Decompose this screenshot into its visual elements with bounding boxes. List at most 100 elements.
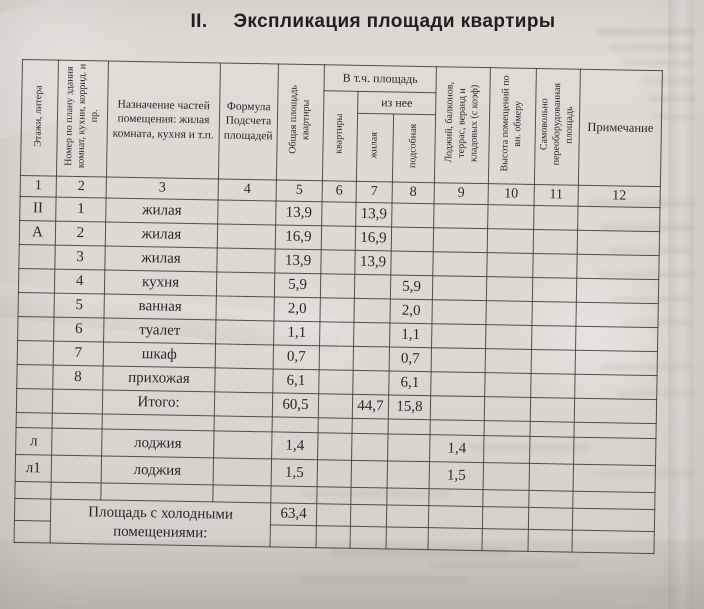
table-cell-empty bbox=[485, 348, 532, 374]
table-cell: 1,5 bbox=[429, 461, 484, 490]
table-cell: 4 bbox=[218, 178, 277, 201]
table-cell-empty bbox=[270, 485, 318, 504]
header-total-area-label: Общая площадь квартиры bbox=[287, 85, 312, 155]
explication-table-wrapper: Этажи, литера Номер по плану здания комн… bbox=[14, 59, 663, 554]
table-cell-empty bbox=[16, 412, 53, 429]
total-with-cold-label: Площадь с холодными помещениями: bbox=[50, 499, 271, 547]
header-area-formula: Формула Подсчета площадей bbox=[218, 62, 279, 180]
table-cell: 2,0 bbox=[389, 298, 433, 324]
header-loggia-balcony-label: Лоджий, балконов, террас, веранд и кладо… bbox=[443, 82, 481, 164]
header-floor-letter: Этажи, литера bbox=[20, 59, 59, 177]
table-cell: II bbox=[19, 196, 57, 222]
table-cell: 2 bbox=[56, 176, 107, 198]
table-cell-empty bbox=[18, 292, 55, 318]
table-cell-empty bbox=[215, 295, 275, 321]
table-cell-empty bbox=[576, 278, 659, 304]
table-cell-empty bbox=[430, 395, 485, 421]
table-cell: ванная bbox=[103, 293, 217, 320]
table-cell-empty bbox=[527, 529, 573, 553]
table-cell-empty bbox=[530, 373, 576, 399]
table-cell-empty bbox=[316, 525, 351, 549]
table-cell: жилая bbox=[105, 221, 218, 248]
table-cell-empty bbox=[214, 367, 274, 393]
table-cell-empty bbox=[14, 498, 51, 522]
bleedthrough-artifact bbox=[588, 200, 696, 207]
table-cell-empty bbox=[51, 428, 103, 456]
table-cell-empty bbox=[484, 372, 532, 398]
table-cell: кухня bbox=[104, 269, 217, 296]
bleedthrough-artifact bbox=[600, 364, 692, 370]
table-cell: 16,9 bbox=[355, 226, 392, 251]
table-cell-empty bbox=[482, 489, 530, 508]
bleedthrough-artifact bbox=[560, 588, 680, 595]
bleedthrough-artifact bbox=[640, 78, 694, 84]
header-floor-letter-label: Этажи, литера bbox=[32, 84, 45, 147]
table-cell: шкаф bbox=[103, 341, 216, 368]
table-cell-empty bbox=[316, 503, 351, 527]
table-cell: 0,7 bbox=[389, 346, 432, 372]
bleedthrough-artifact bbox=[608, 248, 694, 254]
table-cell-empty bbox=[216, 271, 275, 297]
table-cell-empty bbox=[320, 273, 355, 299]
table-cell-empty bbox=[433, 227, 488, 253]
header-group-incl-area: В т.ч. площадь bbox=[323, 64, 437, 93]
table-cell-empty bbox=[485, 324, 532, 350]
table-cell-empty bbox=[432, 275, 487, 301]
table-cell-empty bbox=[16, 388, 53, 414]
table-cell-empty bbox=[483, 420, 531, 437]
table-cell-empty bbox=[270, 524, 317, 548]
table-cell: 7 bbox=[356, 181, 393, 203]
table-cell: 2 bbox=[55, 221, 106, 246]
table-cell-empty bbox=[577, 230, 660, 256]
table-cell-empty bbox=[427, 527, 483, 551]
table-cell: 10 bbox=[488, 183, 535, 206]
table-cell-empty bbox=[354, 274, 391, 299]
table-cell: 6 bbox=[53, 317, 104, 342]
bleedthrough-artifact bbox=[330, 548, 510, 556]
table-cell-empty bbox=[574, 374, 658, 400]
table-cell-empty bbox=[390, 250, 434, 276]
table-cell: 5,9 bbox=[274, 272, 321, 298]
table-cell-empty bbox=[533, 229, 578, 255]
table-cell-empty bbox=[217, 223, 276, 249]
table-cell: л bbox=[15, 427, 53, 456]
table-cell: 8 bbox=[52, 365, 104, 390]
table-cell-empty bbox=[531, 325, 576, 351]
table-cell: туалет bbox=[103, 317, 216, 344]
table-cell-empty bbox=[386, 487, 430, 506]
table-cell-empty bbox=[216, 247, 276, 273]
table-cell-empty bbox=[431, 299, 487, 325]
table-cell: лоджия bbox=[101, 428, 215, 458]
table-cell: 4 bbox=[54, 269, 105, 294]
table-cell-empty bbox=[353, 298, 391, 323]
header-note: Примечание bbox=[578, 69, 663, 187]
table-cell-empty bbox=[386, 526, 429, 550]
bleedthrough-artifact bbox=[592, 470, 692, 477]
table-cell: 5 bbox=[54, 293, 105, 318]
table-cell-empty bbox=[483, 435, 530, 464]
header-living-label: жилая bbox=[368, 132, 381, 159]
table-cell-empty bbox=[532, 253, 578, 279]
table-cell: 5 bbox=[276, 179, 323, 202]
table-cell-empty bbox=[573, 464, 656, 493]
table-cell-empty bbox=[391, 202, 435, 228]
section-numeral: II. bbox=[190, 11, 208, 32]
table-cell-empty bbox=[483, 462, 530, 491]
table-cell: л1 bbox=[15, 454, 52, 483]
table-cell-empty bbox=[388, 418, 431, 435]
bleedthrough-artifact bbox=[596, 28, 696, 35]
table-body: 1 2 3 4 5 6 7 8 9 10 11 12 II 1 жилая 13,9 13,9 А 2 жилая 16… bbox=[14, 175, 661, 510]
table-cell-empty bbox=[576, 254, 660, 280]
table-cell: 0,7 bbox=[273, 344, 320, 370]
table-cell-empty bbox=[214, 391, 273, 417]
table-cell: жилая bbox=[105, 197, 219, 224]
table-cell: 11 bbox=[534, 184, 579, 207]
bleedthrough-artifact bbox=[622, 60, 694, 66]
table-cell-empty bbox=[529, 421, 575, 438]
table-cell: прихожая bbox=[102, 365, 216, 392]
table-cell: 15,8 bbox=[388, 394, 431, 420]
table-cell-empty bbox=[528, 507, 573, 531]
header-apartment-label: квартиры bbox=[333, 113, 346, 155]
table-cell: 13,9 bbox=[275, 200, 323, 226]
table-cell-empty bbox=[17, 316, 55, 342]
